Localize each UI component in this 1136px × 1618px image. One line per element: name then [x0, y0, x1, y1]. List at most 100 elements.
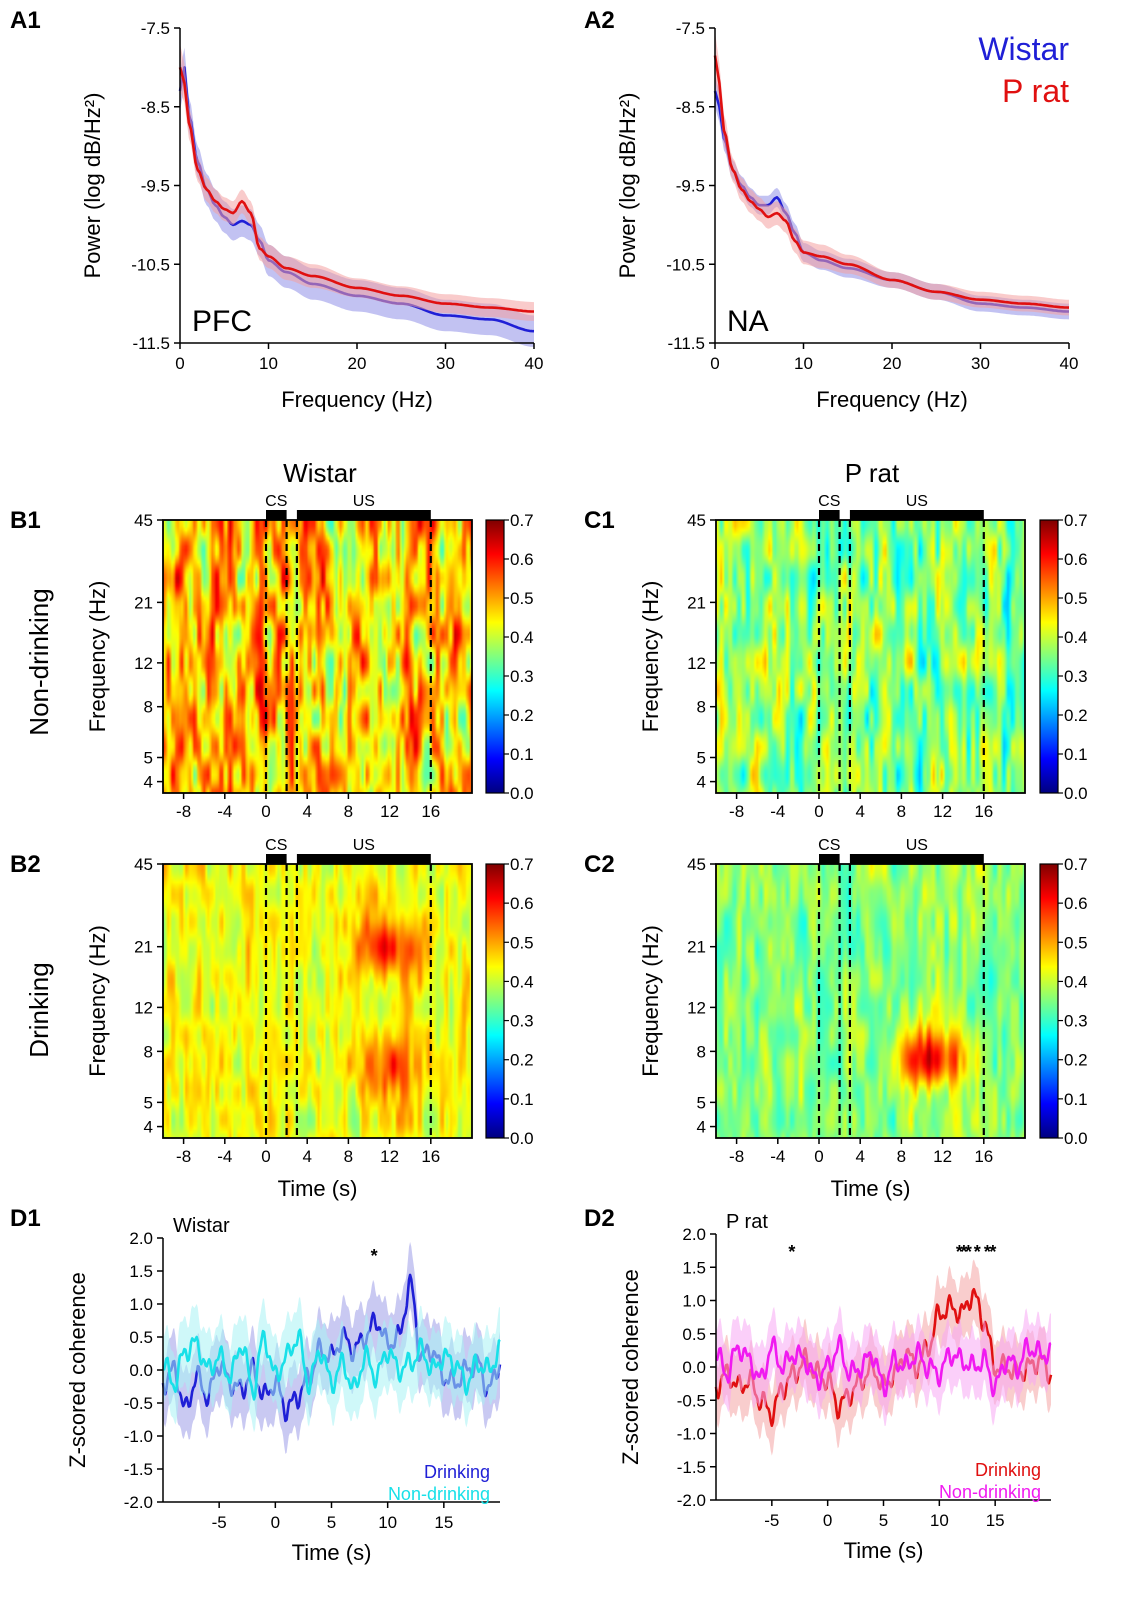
colorbar-tick-label: 0.3 — [510, 667, 534, 686]
colorbar-tick-label: 0.5 — [1064, 933, 1088, 952]
x-tick-label: 4 — [855, 1147, 864, 1166]
y-tick-label: 8 — [144, 698, 153, 717]
y-axis-title: Z-scored coherence — [618, 1269, 643, 1465]
x-tick-label: -8 — [729, 802, 744, 821]
series-line-d2-1 — [715, 1334, 1052, 1398]
y-tick-label: 8 — [697, 1042, 706, 1061]
column-title-wistar: Wistar — [283, 458, 357, 488]
colorbar — [1039, 519, 1059, 794]
y-tick-label: 0.5 — [682, 1325, 706, 1344]
y-tick-label: 45 — [687, 855, 706, 874]
colorbar-tick-label: 0.3 — [510, 1012, 534, 1031]
colorbar-tick-label: 0.7 — [510, 511, 534, 530]
event-label: US — [906, 837, 928, 854]
y-tick-label: 21 — [134, 938, 153, 957]
series-band-a1-0 — [180, 47, 534, 347]
x-tick-label: 4 — [302, 1147, 311, 1166]
x-tick-label: 5 — [879, 1511, 888, 1530]
x-tick-label: 30 — [971, 354, 990, 373]
series-band-d2-0 — [716, 1259, 1051, 1456]
y-tick-label: 1.0 — [129, 1295, 153, 1314]
colorbar-tick-label: 0.1 — [510, 1090, 534, 1109]
x-axis-title: Time (s) — [831, 1176, 911, 1201]
x-axis-title: Time (s) — [278, 1176, 358, 1201]
significance-mark: * — [984, 1242, 991, 1262]
y-tick-label: -10.5 — [131, 255, 170, 274]
panel-label: D1 — [10, 1205, 41, 1232]
colorbar — [485, 863, 505, 1139]
x-tick-label: 8 — [897, 1147, 906, 1166]
row-label-non-drinking: Non-drinking — [24, 588, 54, 735]
x-tick-label: 0 — [710, 354, 719, 373]
y-tick-label: -9.5 — [141, 177, 170, 196]
y-tick-label: 1.5 — [129, 1262, 153, 1281]
y-tick-label: -0.5 — [124, 1394, 153, 1413]
x-tick-label: -8 — [729, 1147, 744, 1166]
x-tick-label: 16 — [421, 1147, 440, 1166]
y-tick-label: -1.0 — [677, 1425, 706, 1444]
y-tick-label: 12 — [134, 998, 153, 1017]
event-label: CS — [818, 493, 840, 510]
legend-entry: Drinking — [424, 1462, 490, 1482]
panel-label: D2 — [584, 1205, 615, 1232]
panel-label: C2 — [584, 851, 615, 878]
significance-mark: * — [960, 1242, 967, 1262]
y-tick-label: 0.0 — [129, 1361, 153, 1380]
x-tick-label: -8 — [176, 1147, 191, 1166]
colorbar-tick-label: 0.2 — [1064, 706, 1088, 725]
row-label-drinking: Drinking — [24, 962, 54, 1057]
y-tick-label: -7.5 — [676, 19, 705, 38]
x-tick-label: 4 — [855, 802, 864, 821]
y-tick-label: 5 — [144, 1093, 153, 1112]
legend-entry: Non-drinking — [388, 1484, 490, 1504]
y-axis-title: Z-scored coherence — [65, 1272, 90, 1468]
y-tick-label: -0.5 — [677, 1391, 706, 1410]
colorbar-tick-label: 0.5 — [510, 589, 534, 608]
panel-label: B1 — [10, 507, 41, 534]
x-tick-label: -4 — [770, 802, 785, 821]
x-tick-label: 20 — [348, 354, 367, 373]
x-tick-label: 12 — [933, 802, 952, 821]
series-line-d1-1 — [162, 1328, 501, 1401]
x-tick-label: -5 — [212, 1513, 227, 1532]
heatmap-image — [163, 520, 472, 793]
x-tick-label: 10 — [378, 1513, 397, 1532]
series-line-a1-1 — [178, 67, 534, 313]
colorbar-tick-label: 0.2 — [510, 1051, 534, 1070]
y-tick-label: -1.0 — [124, 1427, 153, 1446]
x-tick-label: 10 — [794, 354, 813, 373]
significance-mark: * — [956, 1242, 963, 1262]
x-tick-label: 5 — [327, 1513, 336, 1532]
y-axis-title: Frequency (Hz) — [85, 925, 110, 1077]
panel-label: A2 — [584, 7, 615, 34]
colorbar-tick-label: 0.4 — [1064, 972, 1088, 991]
y-axis-title: Frequency (Hz) — [85, 581, 110, 733]
series-line-a2-1 — [713, 55, 1070, 309]
x-tick-label: 0 — [823, 1511, 832, 1530]
series-band-d2-1 — [716, 1305, 1051, 1426]
event-bar-us — [296, 854, 431, 864]
colorbar-tick-label: 0.0 — [1064, 784, 1088, 803]
x-tick-label: 0 — [261, 802, 270, 821]
colorbar — [485, 519, 505, 794]
colorbar-tick-label: 0.3 — [1064, 1012, 1088, 1031]
significance-mark: * — [788, 1242, 795, 1262]
colorbar-tick-label: 0.5 — [510, 933, 534, 952]
y-tick-label: 12 — [134, 654, 153, 673]
y-tick-label: 12 — [687, 998, 706, 1017]
colorbar-tick-label: 0.2 — [510, 706, 534, 725]
event-label: CS — [265, 837, 287, 854]
y-tick-label: 8 — [697, 698, 706, 717]
y-tick-label: 21 — [687, 938, 706, 957]
x-tick-label: -5 — [764, 1511, 779, 1530]
y-tick-label: -11.5 — [133, 334, 171, 353]
y-tick-label: 0.0 — [682, 1358, 706, 1377]
panel-annotation: Wistar — [173, 1215, 230, 1237]
x-tick-label: 0 — [814, 1147, 823, 1166]
y-tick-label: 5 — [697, 1093, 706, 1112]
y-tick-label: -9.5 — [676, 177, 705, 196]
y-tick-label: -8.5 — [141, 98, 170, 117]
x-tick-label: -4 — [770, 1147, 785, 1166]
